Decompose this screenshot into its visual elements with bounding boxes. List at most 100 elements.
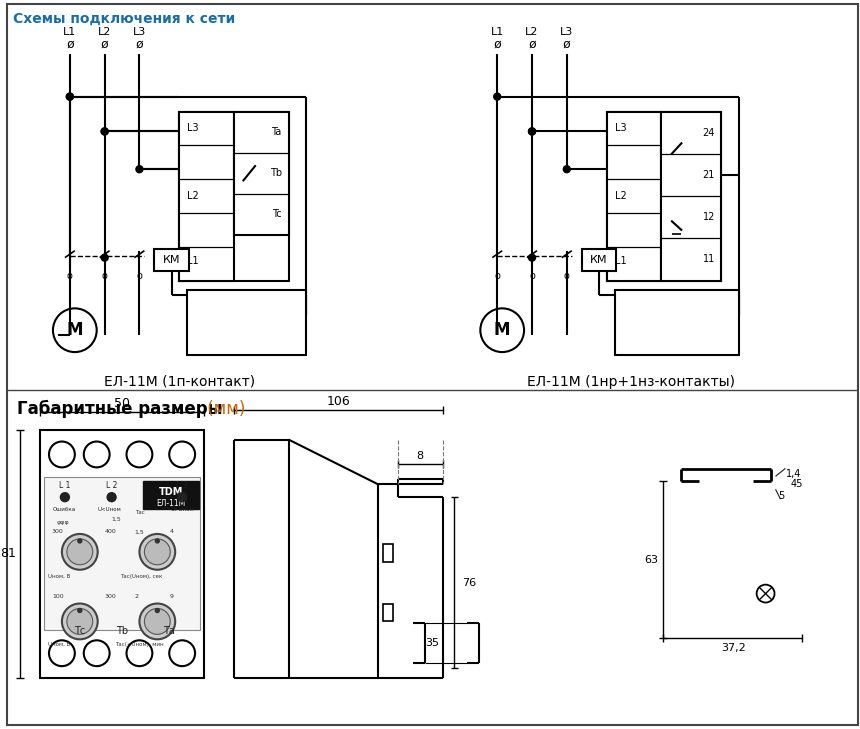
Circle shape: [83, 640, 109, 666]
Text: L1: L1: [490, 27, 504, 37]
Text: о: о: [67, 270, 73, 281]
Circle shape: [136, 165, 143, 173]
Text: ø: ø: [528, 37, 536, 50]
Text: L3: L3: [560, 27, 574, 37]
Circle shape: [563, 165, 570, 173]
Text: 1,4: 1,4: [785, 469, 801, 480]
Text: ø: ø: [101, 37, 108, 50]
Text: L 2: L 2: [106, 480, 117, 490]
Text: L2: L2: [98, 27, 111, 37]
Bar: [144, 481, 199, 509]
Bar: [656, 420, 810, 668]
Text: L2: L2: [187, 191, 199, 201]
Text: 76: 76: [463, 577, 476, 588]
Text: 300: 300: [105, 594, 116, 599]
Text: L3: L3: [187, 123, 199, 133]
Text: U<Uном: U<Uном: [98, 507, 121, 512]
Text: ø: ø: [66, 37, 74, 50]
Text: 63: 63: [644, 555, 658, 565]
Circle shape: [49, 640, 75, 666]
Circle shape: [77, 609, 82, 612]
Text: 37,2: 37,2: [721, 643, 746, 653]
Circle shape: [49, 442, 75, 467]
Text: 9: 9: [169, 594, 173, 599]
Circle shape: [481, 308, 524, 352]
Circle shape: [139, 604, 175, 639]
Bar: [606, 112, 661, 281]
Text: (мм): (мм): [202, 399, 245, 418]
Bar: [383, 544, 393, 562]
Circle shape: [101, 254, 108, 261]
Circle shape: [169, 640, 195, 666]
Bar: [40, 429, 204, 678]
Text: о: о: [101, 270, 108, 281]
Circle shape: [66, 93, 73, 100]
Circle shape: [83, 442, 109, 467]
Text: 1,5: 1,5: [112, 517, 121, 521]
Text: М: М: [66, 321, 83, 339]
Circle shape: [67, 609, 93, 634]
Text: 81: 81: [0, 547, 16, 561]
Circle shape: [529, 128, 536, 135]
Circle shape: [126, 442, 152, 467]
Text: L2: L2: [525, 27, 538, 37]
Text: ø: ø: [136, 37, 144, 50]
Circle shape: [53, 308, 96, 352]
Circle shape: [101, 128, 108, 135]
Bar: [234, 112, 288, 235]
Circle shape: [66, 93, 73, 100]
Bar: [179, 112, 288, 281]
Text: Ta: Ta: [272, 127, 282, 137]
Text: 45: 45: [790, 479, 802, 489]
Text: Тb: Тb: [116, 626, 129, 636]
Bar: [581, 249, 617, 270]
Circle shape: [169, 442, 195, 467]
Text: 400: 400: [105, 529, 116, 534]
Text: о: о: [494, 270, 501, 281]
Text: φφφ: φφφ: [57, 520, 70, 525]
Text: TDM: TDM: [159, 487, 183, 497]
Circle shape: [108, 493, 116, 502]
Bar: [606, 112, 721, 281]
Text: 2: 2: [134, 594, 138, 599]
Circle shape: [144, 539, 170, 565]
Text: U>Uном: U>Uном: [170, 507, 194, 512]
Bar: [656, 420, 810, 668]
Text: о: о: [137, 270, 143, 281]
Text: 50: 50: [114, 397, 130, 410]
Text: L2: L2: [615, 191, 626, 201]
Bar: [383, 604, 393, 621]
Text: 1,5: 1,5: [134, 529, 144, 534]
Circle shape: [101, 128, 108, 135]
Circle shape: [529, 128, 536, 135]
Text: 21: 21: [703, 170, 716, 180]
Text: Тс: Тс: [74, 626, 85, 636]
Text: Ошибка: Ошибка: [52, 507, 76, 512]
Circle shape: [67, 539, 93, 565]
Text: ø: ø: [563, 37, 571, 50]
Text: Uном, В: Uном, В: [48, 642, 71, 647]
Text: Тас(<Uном), мин: Тас(<Uном), мин: [114, 642, 163, 647]
Text: 106: 106: [326, 394, 350, 408]
Text: 35: 35: [426, 639, 439, 648]
Text: о: о: [564, 270, 569, 281]
Bar: [615, 290, 739, 355]
Text: Габаритные размеры: Габаритные размеры: [17, 399, 223, 418]
Circle shape: [77, 539, 82, 543]
Text: КМ: КМ: [590, 254, 608, 265]
Bar: [44, 477, 200, 631]
Circle shape: [62, 604, 98, 639]
Text: Тас(Uном), сек: Тас(Uном), сек: [120, 574, 162, 580]
Circle shape: [62, 534, 98, 570]
Text: L 1: L 1: [59, 480, 71, 490]
Circle shape: [178, 493, 187, 502]
Text: L3: L3: [132, 27, 146, 37]
Text: о: о: [529, 270, 535, 281]
Text: 100: 100: [52, 594, 64, 599]
Circle shape: [757, 585, 775, 603]
Text: 5: 5: [778, 491, 785, 502]
Text: L 3: L 3: [176, 480, 188, 490]
Text: L1: L1: [64, 27, 77, 37]
Text: 24: 24: [703, 128, 716, 138]
Text: L1: L1: [187, 256, 199, 265]
